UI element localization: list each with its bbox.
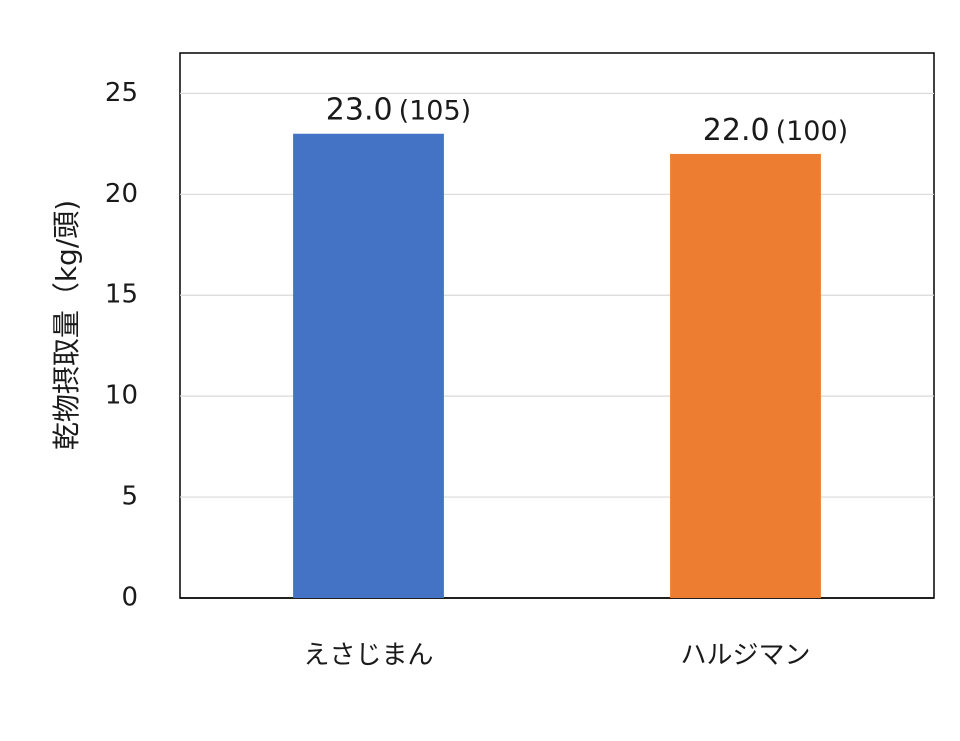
- y-tick-label: 15: [105, 280, 138, 310]
- y-tick-labels: 0 5 10 15 20 25: [105, 78, 138, 613]
- y-tick-label: 25: [105, 78, 138, 108]
- y-tick-label: 10: [105, 381, 138, 411]
- data-label-value: 23.0: [326, 93, 393, 128]
- y-tick-label: 5: [121, 482, 138, 512]
- y-tick-label: 20: [105, 179, 138, 209]
- data-labels: 23.0 (105) 22.0 (100): [326, 93, 848, 148]
- category-label: えさじまん: [303, 641, 433, 671]
- data-label: 23.0 (105): [326, 93, 471, 128]
- category-labels: えさじまん ハルジマン: [303, 641, 810, 671]
- y-axis-title: 乾物摂取量（kg/頭): [50, 200, 83, 450]
- data-label-index: (105): [399, 96, 472, 127]
- y-tick-label: 0: [121, 583, 138, 613]
- bar-2: [670, 153, 821, 599]
- data-label: 22.0 (100): [703, 113, 848, 148]
- data-label-value: 22.0: [703, 113, 770, 148]
- bars: [293, 133, 821, 599]
- bar-1: [293, 133, 444, 599]
- category-label: ハルジマン: [680, 641, 810, 671]
- data-label-index: (100): [776, 116, 849, 147]
